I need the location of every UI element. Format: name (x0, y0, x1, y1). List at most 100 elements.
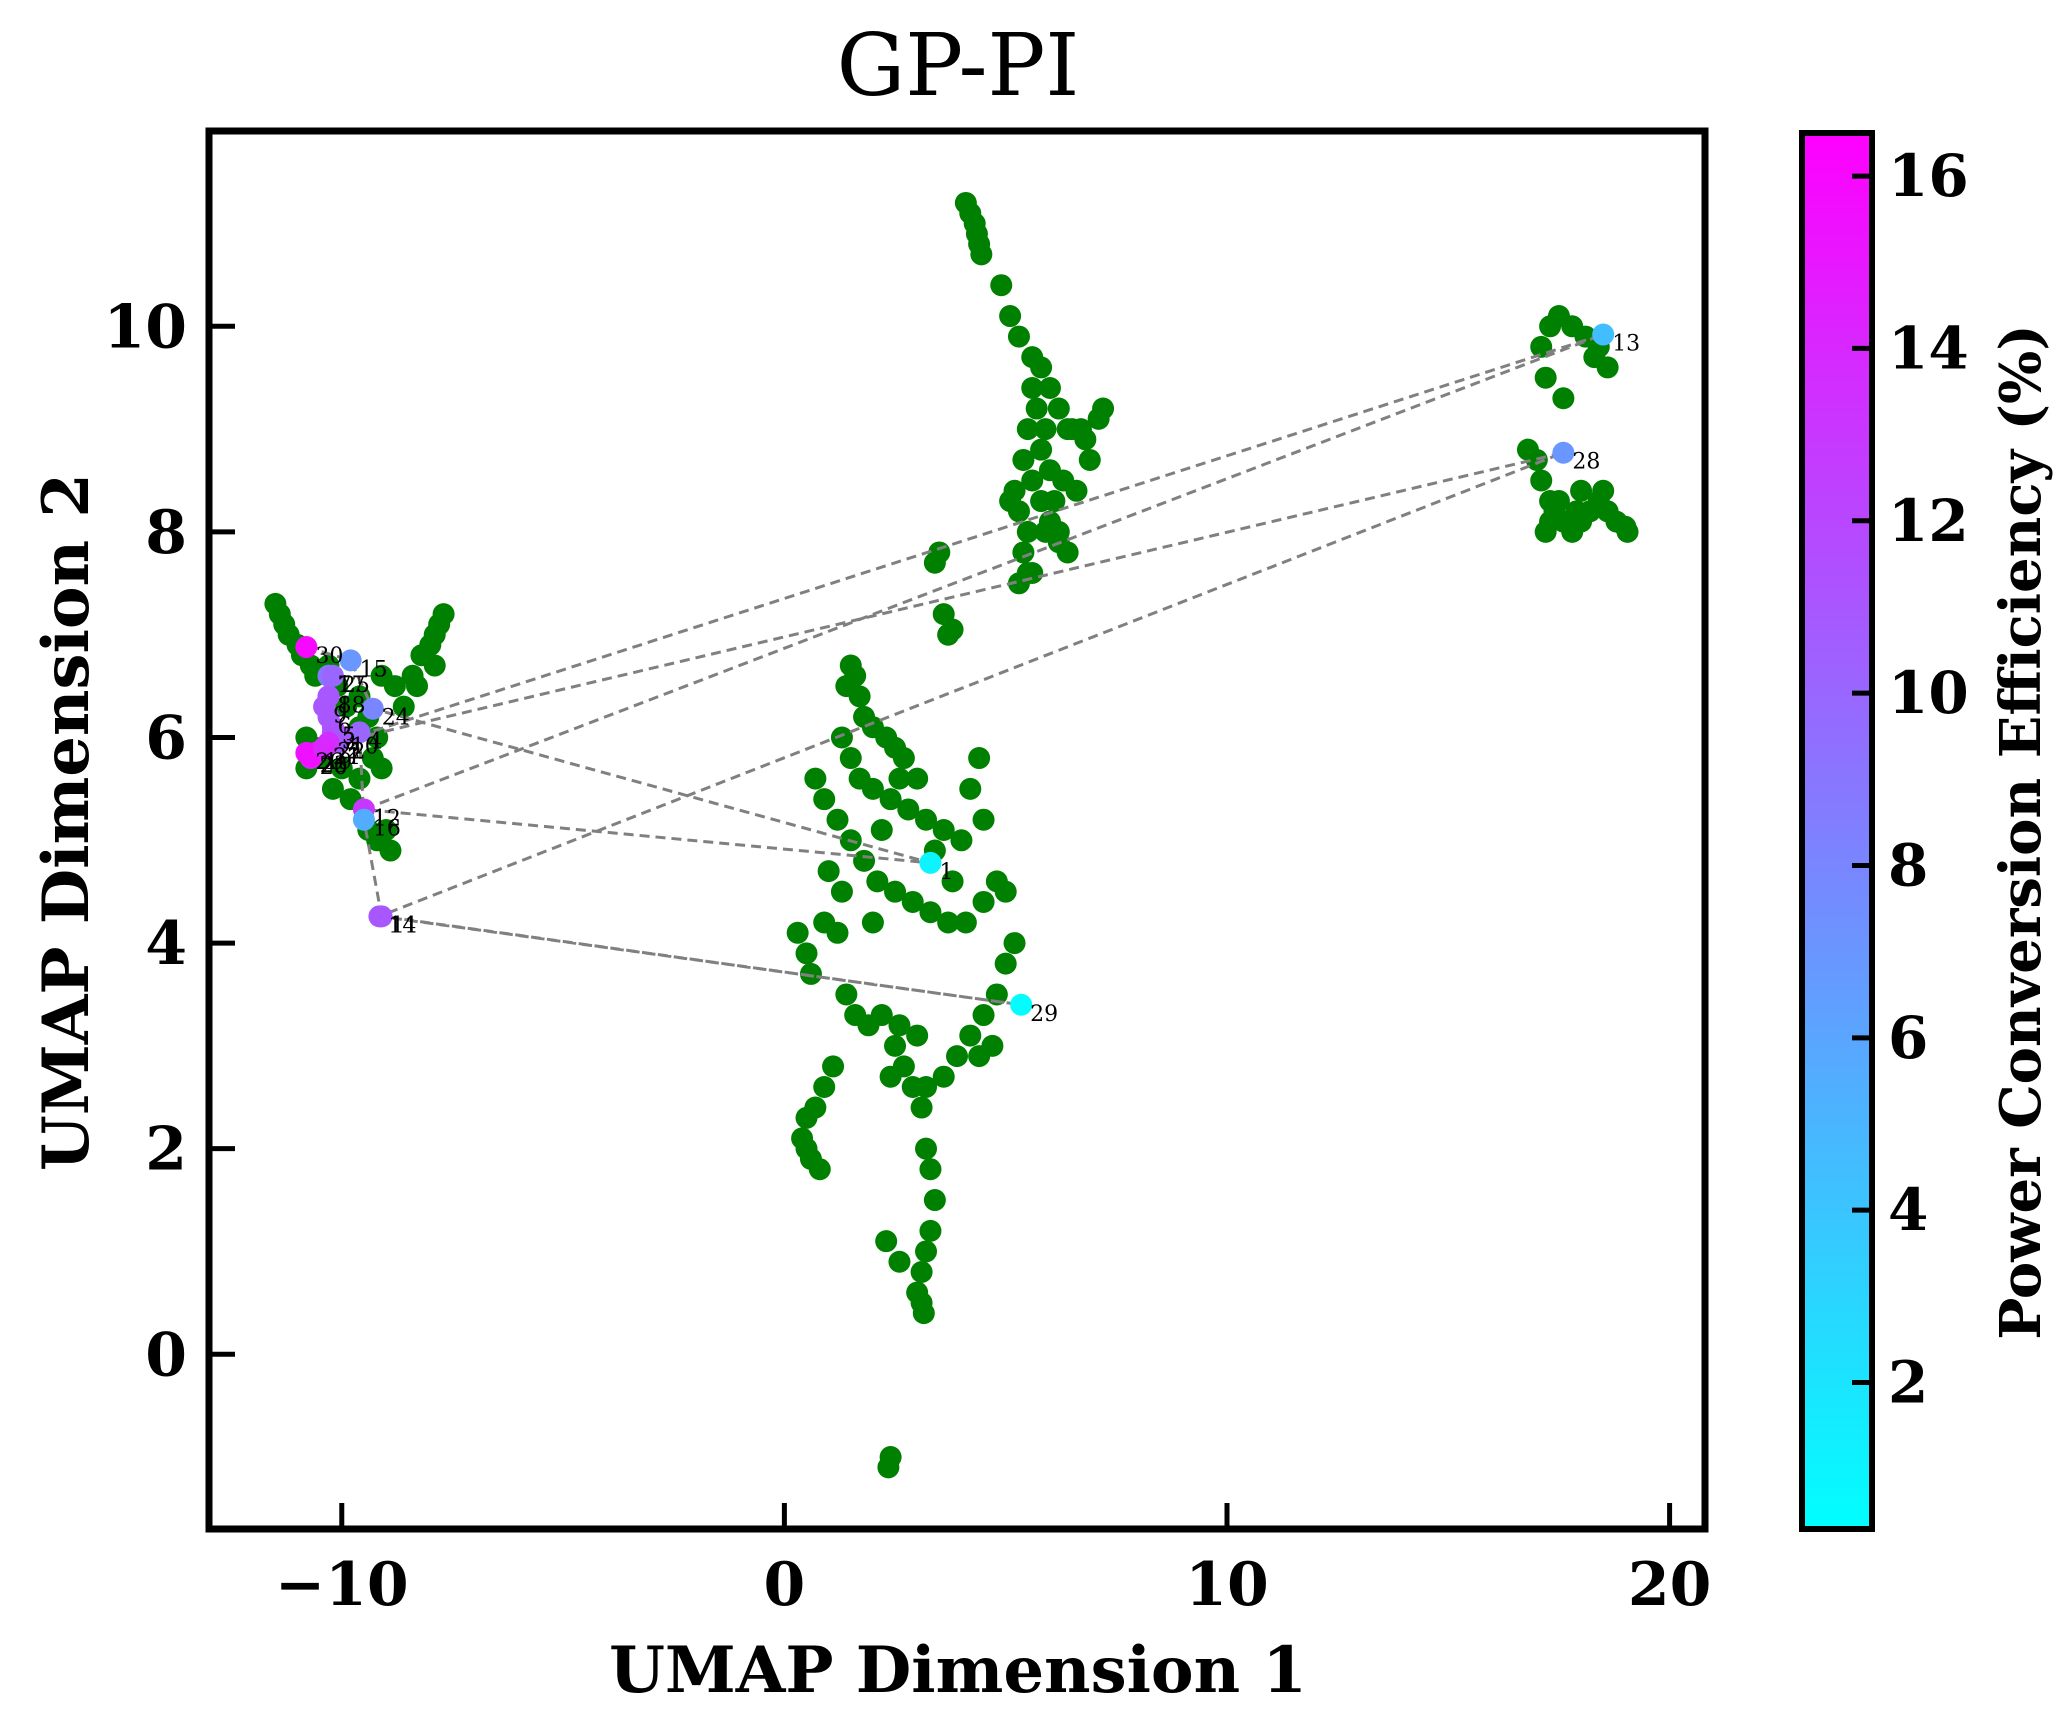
background-point (932, 819, 955, 841)
background-point (923, 551, 946, 574)
background-point (994, 952, 1017, 975)
background-point (1539, 510, 1562, 533)
trajectory-point-label: 2 (346, 740, 360, 765)
colorbar-tick-label: 10 (1888, 659, 1969, 727)
background-point (1547, 490, 1570, 513)
y-axis-ticks: 0 2 4 6 8 10 (104, 292, 235, 1390)
trajectory-point-label: 17 (338, 673, 366, 698)
colorbar-tick-label: 16 (1888, 142, 1969, 210)
background-point (799, 962, 822, 985)
background-point (968, 747, 991, 770)
background-point (795, 942, 818, 965)
background-point (972, 890, 995, 913)
background-point (1092, 397, 1115, 420)
background-point (1007, 325, 1030, 348)
y-tick-label: 10 (104, 292, 188, 362)
colorbar-label: Power Conversion Efficiency (%) (1988, 324, 2054, 1339)
background-point (813, 788, 836, 811)
background-point (1016, 418, 1039, 441)
background-point (1530, 469, 1553, 492)
background-point (1016, 520, 1039, 543)
background-point (959, 1024, 982, 1047)
background-point (321, 777, 344, 800)
trajectory-point-label: 10 (351, 734, 379, 759)
background-point (1570, 479, 1593, 502)
background-point (375, 819, 398, 841)
background-point (866, 870, 889, 893)
colorbar-tick-label: 12 (1888, 487, 1969, 555)
background-point (879, 1065, 902, 1088)
background-point (808, 1158, 831, 1181)
trajectory-point (295, 741, 318, 764)
y-tick-label: 4 (145, 909, 187, 979)
x-axis-label: UMAP Dimension 1 (609, 1633, 1307, 1708)
background-point (950, 829, 973, 852)
background-point (423, 654, 446, 677)
background-point (999, 305, 1022, 328)
trajectory-point-label: 27 (333, 745, 361, 770)
background-point (1078, 448, 1101, 471)
trajectory-point (313, 736, 336, 759)
trajectory-point-label: 23 (320, 753, 348, 778)
background-point (912, 1302, 935, 1325)
trajectory-point-label: 20 (320, 755, 348, 780)
background-point (870, 1004, 893, 1027)
background-point (937, 911, 960, 934)
trajectory-point (352, 808, 375, 831)
background-point (1025, 397, 1048, 420)
trajectory-point-label: 6 (338, 714, 352, 739)
background-point (870, 819, 893, 841)
trajectory-point (1592, 323, 1615, 346)
trajectory-point-label: 29 (1030, 1002, 1058, 1027)
background-point (915, 808, 938, 831)
background-point (835, 983, 858, 1006)
colorbar-tick-label: 8 (1888, 831, 1928, 899)
trajectory-point (339, 649, 362, 672)
background-point (941, 870, 964, 893)
background-point (786, 921, 809, 944)
trajectory-line (305, 333, 1604, 1007)
background-point (817, 860, 840, 883)
background-point (1534, 366, 1557, 389)
trajectory-point-label: 11 (391, 913, 419, 938)
background-point (1038, 376, 1061, 399)
background-point (888, 1014, 911, 1037)
background-point (1021, 469, 1044, 492)
background-point (972, 1004, 995, 1027)
background-point (901, 890, 924, 913)
x-axis-ticks: −10 0 10 20 (275, 1503, 1711, 1620)
trajectory-point (368, 905, 391, 928)
y-tick-label: 8 (145, 498, 187, 568)
background-point (906, 767, 929, 790)
background-point (1030, 356, 1053, 379)
background-point (392, 695, 415, 718)
background-point (822, 1055, 845, 1078)
background-point (897, 798, 920, 821)
background-point (795, 1106, 818, 1129)
background-point (361, 747, 384, 770)
background-point (994, 880, 1017, 903)
trajectory-labels: 123 4567891011121314151617181920212223242… (315, 332, 1640, 1027)
background-point (1012, 541, 1035, 564)
trajectory-point (295, 636, 318, 659)
background-point (804, 767, 827, 790)
background-point (910, 1096, 933, 1119)
background-point (923, 1189, 946, 1212)
background-point (1003, 932, 1026, 955)
trajectory-point-label: 7 (338, 673, 352, 698)
background-point (875, 1230, 898, 1253)
background-point (1592, 479, 1615, 502)
background-point (1565, 500, 1588, 523)
background-point (919, 1219, 942, 1242)
background-point (932, 1065, 955, 1088)
background-point (959, 777, 982, 800)
background-point (1034, 418, 1057, 441)
background-point (406, 675, 429, 698)
background-point (1016, 562, 1039, 585)
background-point (915, 1137, 938, 1160)
background-point (1030, 438, 1053, 461)
y-axis-label: UMAP Dimension 2 (29, 473, 104, 1171)
trajectory-point (317, 685, 340, 708)
background-point (946, 1045, 968, 1068)
background-point (981, 1034, 1004, 1057)
